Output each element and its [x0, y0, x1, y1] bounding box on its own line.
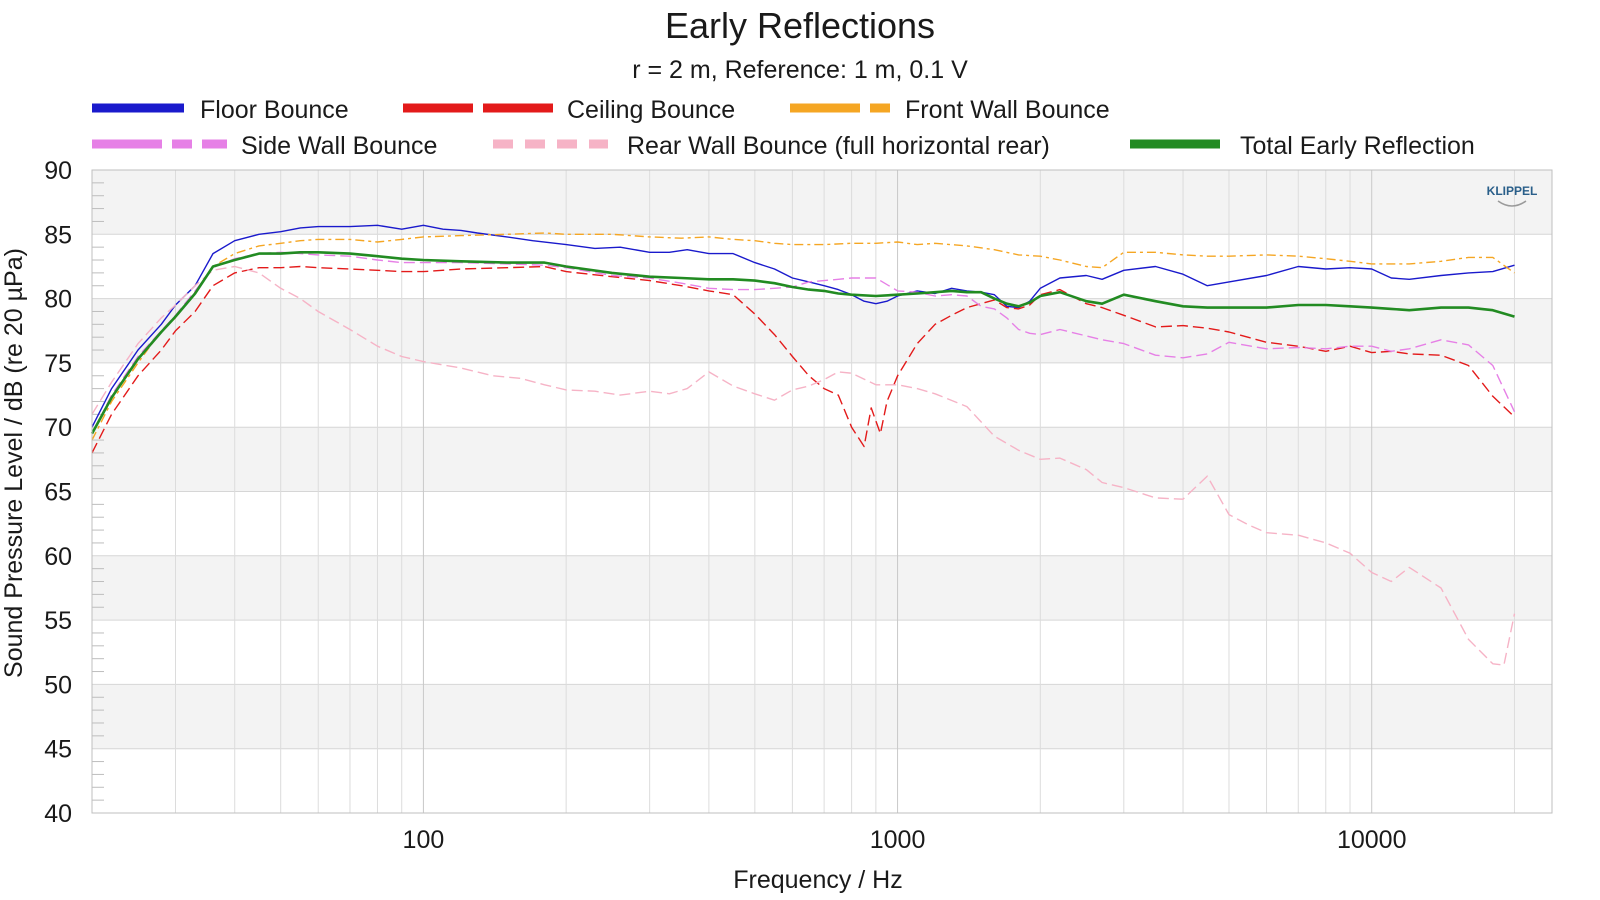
chart-subtitle: r = 2 m, Reference: 1 m, 0.1 V	[632, 56, 968, 84]
legend-item-1: Ceiling Bounce	[403, 96, 735, 124]
series-line-4	[91, 265, 1516, 666]
y-tick-label: 80	[44, 286, 72, 314]
legend-label: Front Wall Bounce	[905, 96, 1110, 124]
logo-arc	[1497, 200, 1527, 207]
y-tick-label: 70	[44, 414, 72, 442]
series-line-3	[91, 251, 1516, 434]
band	[92, 298, 1552, 363]
klippel-logo: KLIPPEL	[1487, 184, 1538, 207]
band	[92, 170, 1552, 235]
legend-label: Floor Bounce	[200, 96, 349, 124]
x-axis-label: Frequency / Hz	[733, 866, 903, 894]
legend-item-2: Front Wall Bounce	[790, 96, 1110, 124]
band	[92, 427, 1552, 492]
series-line-0	[91, 224, 1515, 428]
y-tick-label: 55	[44, 607, 72, 635]
legend-label: Total Early Reflection	[1240, 132, 1475, 160]
y-tick-label: 85	[44, 221, 72, 249]
series-line-2	[91, 232, 1515, 441]
y-tick-label: 45	[44, 736, 72, 764]
logo-text: KLIPPEL	[1487, 184, 1538, 198]
y-tick-label: 75	[44, 350, 72, 378]
y-tick-label: 90	[44, 157, 72, 185]
series-line-1	[91, 265, 1515, 454]
y-tick-label: 50	[44, 671, 72, 699]
legend: Floor Bounce Ceiling Bounce Front Wall Bou…	[92, 96, 1475, 160]
y-tick-label: 65	[44, 479, 72, 507]
band	[92, 684, 1552, 749]
band	[92, 555, 1552, 621]
chart-title: Early Reflections	[665, 5, 935, 46]
x-tick-label: 100	[403, 826, 445, 854]
x-tick-label: 1000	[870, 826, 926, 854]
y-axis-label: Sound Pressure Level / dB (re 20 µPa)	[0, 248, 28, 678]
y-tick-label: 40	[44, 800, 72, 828]
plot-frame	[91, 169, 1553, 814]
legend-item-4: Rear Wall Bounce (full horizontal rear)	[493, 132, 1050, 160]
legend-item-0: Floor Bounce	[92, 96, 349, 124]
legend-item-3: Side Wall Bounce	[92, 132, 437, 160]
legend-label: Side Wall Bounce	[241, 132, 437, 160]
series-line-5	[90, 251, 1515, 435]
x-tick-label: 10000	[1337, 826, 1407, 854]
legend-label: Rear Wall Bounce (full horizontal rear)	[627, 132, 1050, 160]
axes: 40 45 50 55 60 65 70 75 80 85 90 100 1000 10000	[44, 157, 1553, 854]
legend-item-5: Total Early Reflection	[1130, 132, 1475, 160]
legend-label: Ceiling Bounce	[567, 96, 735, 124]
series-lines	[90, 224, 1516, 666]
y-tick-label: 60	[44, 543, 72, 571]
